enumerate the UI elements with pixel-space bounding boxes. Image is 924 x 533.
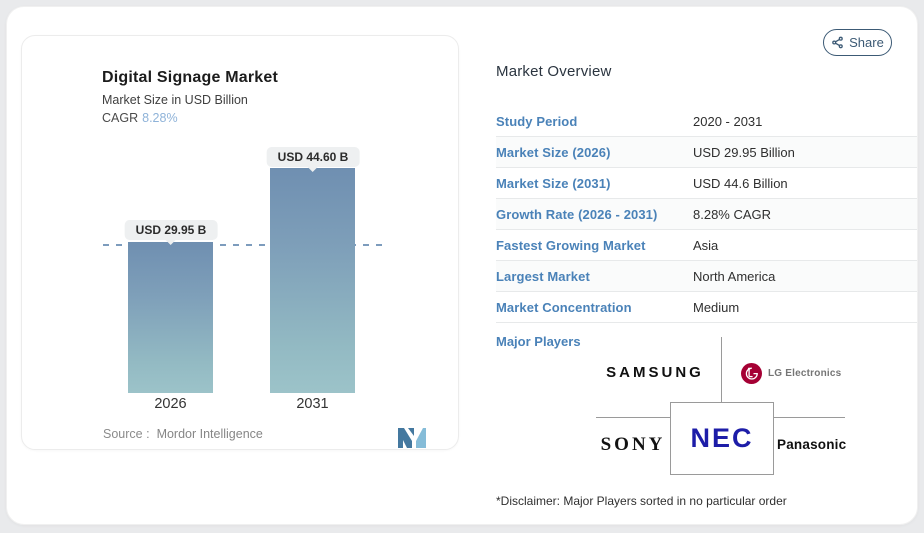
nec-logo-box: NEC <box>670 402 774 475</box>
row-label: Fastest Growing Market <box>496 237 646 253</box>
lg-symbol-icon <box>741 363 762 384</box>
row-value: USD 29.95 Billion <box>693 144 795 160</box>
x-axis-label-2026: 2026 <box>154 396 187 412</box>
players-divider-left <box>596 417 670 418</box>
table-row-growth-rate: Growth Rate (2026 - 2031) 8.28% CAGR <box>496 199 917 230</box>
bar-2031[interactable] <box>270 168 355 393</box>
x-axis-label-2031: 2031 <box>296 396 329 412</box>
players-divider-right <box>774 417 845 418</box>
bar-2026[interactable] <box>128 242 213 393</box>
bar-chart-plot: USD 29.95 B USD 44.60 B 2026 2031 <box>22 36 460 451</box>
players-divider-vertical <box>721 337 722 403</box>
row-value: 8.28% CAGR <box>693 206 772 222</box>
bar-label-2031: USD 44.60 B <box>266 147 360 167</box>
row-value: North America <box>693 268 776 284</box>
chart-title: Digital Signage Market <box>102 69 278 86</box>
table-row-study-period: Study Period 2020 - 2031 <box>496 106 917 137</box>
row-label: Growth Rate (2026 - 2031) <box>496 206 658 222</box>
share-button[interactable]: Share <box>823 29 892 56</box>
nec-logo: NEC <box>690 423 754 453</box>
bar-label-2026: USD 29.95 B <box>124 220 218 240</box>
share-icon <box>832 36 843 49</box>
content-card: Digital Signage Market Market Size in US… <box>6 6 918 525</box>
panasonic-logo: Panasonic <box>777 437 847 452</box>
chart-cagr: CAGR 8.28% <box>102 111 178 125</box>
major-players-label: Major Players <box>496 334 581 349</box>
cagr-value: 8.28% <box>142 111 178 125</box>
sony-logo: SONY <box>600 434 666 455</box>
table-row-fastest-growing-market: Fastest Growing Market Asia <box>496 230 917 261</box>
lg-electronics-logo: LG Electronics <box>741 363 841 384</box>
source-label: Source : <box>103 427 150 441</box>
lg-electronics-label: LG Electronics <box>768 368 842 379</box>
row-label: Study Period <box>496 113 578 129</box>
samsung-logo: SAMSUNG <box>606 364 704 381</box>
mordor-intelligence-logo <box>398 428 426 448</box>
chart-subtitle: Market Size in USD Billion <box>102 93 248 107</box>
row-label: Largest Market <box>496 268 590 284</box>
disclaimer-text: *Disclaimer: Major Players sorted in no … <box>496 494 787 508</box>
share-button-label: Share <box>849 35 884 50</box>
chart-card: Digital Signage Market Market Size in US… <box>21 35 459 450</box>
row-value: 2020 - 2031 <box>693 113 763 129</box>
reference-dashed-line <box>103 244 388 246</box>
row-label: Market Size (2031) <box>496 175 611 191</box>
overview-heading: Market Overview <box>496 63 612 80</box>
row-value: USD 44.6 Billion <box>693 175 788 191</box>
source-row: Source : Mordor Intelligence <box>103 427 263 441</box>
table-row-market-size-2031: Market Size (2031) USD 44.6 Billion <box>496 168 917 199</box>
cagr-label: CAGR <box>102 111 139 125</box>
row-value: Medium <box>693 299 740 315</box>
table-row-largest-market: Largest Market North America <box>496 261 917 292</box>
source-value: Mordor Intelligence <box>156 427 263 441</box>
table-row-market-size-2026: Market Size (2026) USD 29.95 Billion <box>496 137 917 168</box>
row-value: Asia <box>693 237 719 253</box>
row-label: Market Concentration <box>496 299 632 315</box>
table-row-market-concentration: Market Concentration Medium <box>496 292 917 323</box>
overview-table: Study Period 2020 - 2031 Market Size (20… <box>496 106 917 323</box>
row-label: Market Size (2026) <box>496 144 611 160</box>
